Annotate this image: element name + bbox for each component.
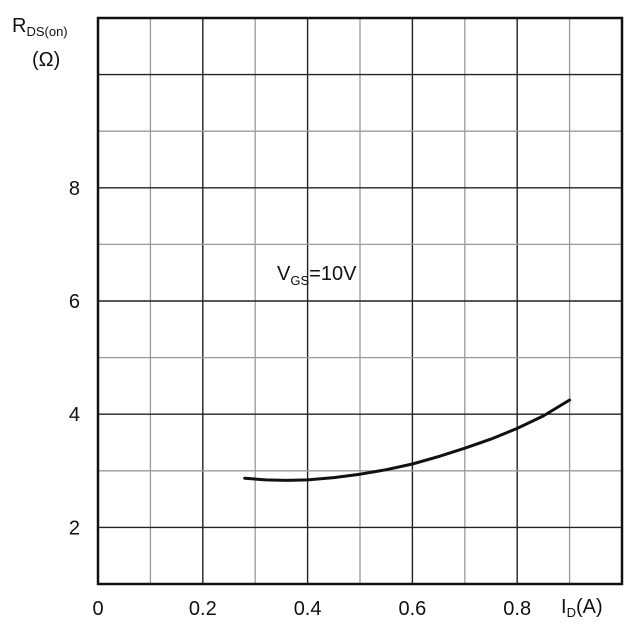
x-tick-label: 0 xyxy=(92,598,103,620)
grid xyxy=(98,18,622,584)
plot-frame xyxy=(96,16,624,586)
x-axis-label: ID(A) xyxy=(561,596,603,620)
y-axis-unit: (Ω) xyxy=(32,49,60,71)
x-tick-label: 0.6 xyxy=(398,598,426,620)
series-line xyxy=(243,398,572,482)
tick-labels: 0 0.2 0.4 0.6 0.8 2 4 6 8 xyxy=(69,178,531,620)
x-tick-label: 0.8 xyxy=(503,598,531,620)
y-tick-label: 2 xyxy=(69,517,80,539)
x-tick-label: 0.2 xyxy=(189,598,217,620)
annotation-vgs: VGS=10V xyxy=(277,263,357,288)
y-axis-label: RDS(on) xyxy=(12,15,68,39)
curves xyxy=(243,398,572,482)
y-tick-label: 8 xyxy=(69,178,80,200)
y-tick-label: 6 xyxy=(69,291,80,313)
y-tick-label: 4 xyxy=(69,404,80,426)
x-tick-label: 0.4 xyxy=(294,598,322,620)
